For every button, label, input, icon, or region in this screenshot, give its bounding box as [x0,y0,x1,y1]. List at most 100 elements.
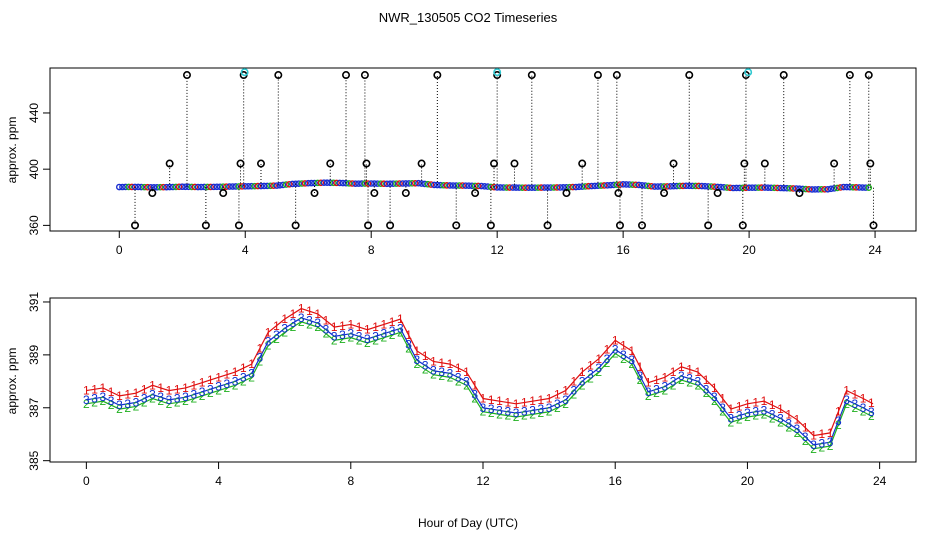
top-baseline-point [434,181,441,189]
bottom-series-marker-2: 2 [447,370,454,384]
top-baseline-point [304,179,312,187]
bottom-series-marker-1: 1 [711,381,718,395]
bottom-series-marker-3: 3 [612,343,619,357]
top-baseline-point [399,180,406,187]
bottom-series-marker-3: 3 [480,401,487,415]
bottom-x-tick-label: 8 [347,474,354,488]
top-baseline-point [333,179,340,187]
top-baseline-point [380,180,388,188]
top-baseline-point [752,184,759,191]
bottom-series-marker-1: 1 [257,341,264,355]
top-baseline-point [175,183,183,191]
top-baseline-point [204,183,211,191]
top-baseline-point [185,183,192,191]
top-baseline-point [742,184,750,192]
top-spike-point [543,221,552,230]
top-baseline-point [235,183,243,190]
top-baseline-point [619,181,627,188]
bottom-series-marker-1: 1 [703,373,710,387]
bottom-series-marker-3: 3 [455,370,462,384]
bottom-series-marker-2: 2 [347,331,354,345]
top-baseline-point [698,182,706,190]
bottom-series-marker-3: 3 [389,324,396,338]
bottom-series-marker-3: 3 [835,414,842,428]
bottom-series-marker-3: 3 [182,390,189,404]
top-baseline-point [311,179,318,187]
top-baseline-point [859,184,866,191]
top-baseline-point [701,182,709,190]
bottom-series-marker-1: 1 [174,382,181,396]
top-baseline-point [682,182,690,190]
top-baseline-point [663,183,671,190]
top-baseline-point [635,181,643,189]
bottom-series-marker-1: 1 [480,392,487,406]
bottom-x-tick-label: 0 [83,474,90,488]
top-baseline-point [515,184,523,191]
bottom-series-marker-3: 3 [562,393,569,407]
bottom-series-marker-1: 1 [463,365,470,379]
top-spike-point [612,71,621,80]
bottom-series-marker-3: 3 [83,393,90,407]
top-baseline-point [616,181,624,188]
top-baseline-point [632,181,640,189]
top-spike-point [869,221,878,230]
bottom-series-marker-1: 1 [133,386,140,400]
top-baseline-point [421,180,429,188]
bottom-series-marker-2: 2 [736,413,743,427]
top-baseline-point [141,183,148,191]
top-baseline-point [443,182,451,189]
top-baseline-point [216,183,224,191]
bottom-series-marker-1: 1 [166,384,173,398]
top-baseline-point [805,185,813,193]
top-baseline-point [818,186,825,193]
bottom-series-marker-1: 1 [670,365,677,379]
top-baseline-point [191,183,199,191]
top-baseline-point [550,184,558,191]
bottom-series-marker-1: 1 [562,384,569,398]
top-flagged-point [493,68,502,77]
top-baseline-point [544,184,551,191]
top-flagged-point [240,68,249,77]
bottom-series-marker-1: 1 [728,402,735,416]
bottom-series-marker-2: 2 [835,418,842,432]
top-baseline-point [440,181,447,189]
top-baseline-point [326,179,334,187]
bottom-series-marker-3: 3 [637,369,644,383]
top-baseline-point [830,185,838,192]
bottom-series-marker-3: 3 [133,395,140,409]
top-baseline-point [566,183,573,191]
bottom-series-marker-3: 3 [257,351,264,365]
top-baseline-point [182,183,189,191]
top-baseline-point [232,183,240,190]
bottom-series-marker-3: 3 [604,352,611,366]
top-spike-point [234,221,243,230]
top-baseline-point [279,181,287,189]
top-baseline-point [641,182,649,189]
top-baseline-point [371,180,378,187]
top-baseline-point [537,184,545,191]
bottom-series-marker-2: 2 [678,373,685,387]
top-baseline-point [377,180,384,187]
bottom-series-marker-1: 1 [637,360,644,374]
top-baseline-point [575,183,583,191]
bottom-series-marker-2: 2 [83,397,90,411]
top-baseline-point [846,183,854,191]
top-baseline-point [263,182,271,190]
bottom-series-marker-3: 3 [157,390,164,404]
top-baseline-point [427,181,435,188]
top-x-tick-label: 4 [242,243,249,257]
top-baseline-point [594,182,602,190]
bottom-series-marker-3: 3 [108,394,115,408]
bottom-series-marker-2: 2 [430,368,437,382]
bottom-series-marker-3: 3 [240,370,247,384]
top-baseline-point [626,181,633,188]
top-x-tick-label: 20 [742,243,756,257]
bottom-series-marker-3: 3 [190,388,197,402]
bottom-series-marker-1: 1 [116,389,123,403]
top-spike-point [593,71,602,80]
bottom-series-marker-2: 2 [752,409,759,423]
top-spike-point [417,159,426,168]
bottom-series-marker-3: 3 [447,366,454,380]
bottom-series-marker-2: 2 [546,405,553,419]
